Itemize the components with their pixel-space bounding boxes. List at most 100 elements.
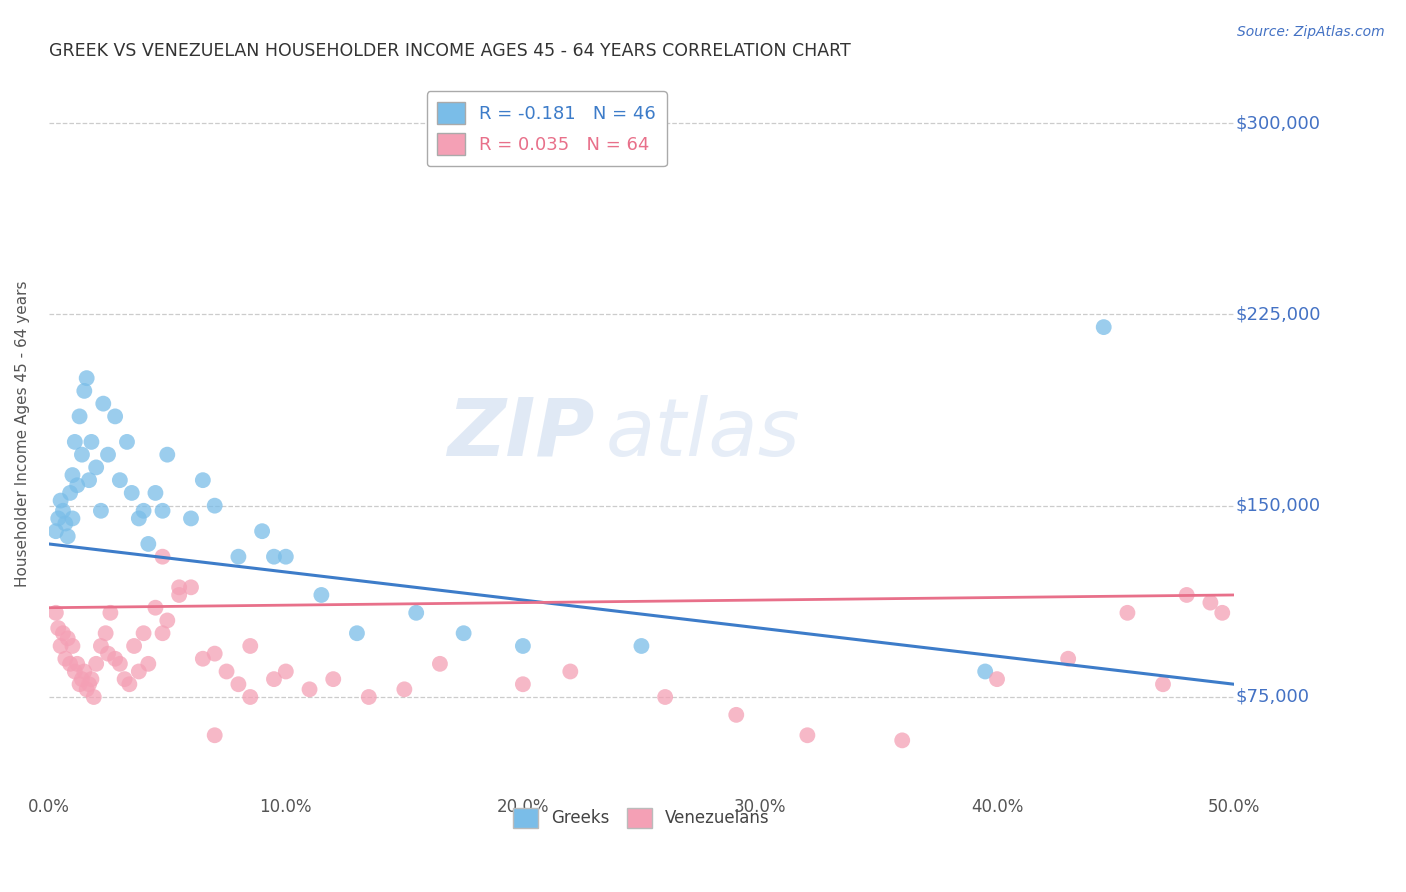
Point <box>62 639 84 653</box>
Legend: Greeks, Venezuelans: Greeks, Venezuelans <box>506 801 776 835</box>
Point <box>132 504 155 518</box>
Point <box>45 524 67 538</box>
Point <box>56 632 79 646</box>
Point <box>77 677 100 691</box>
Point <box>654 690 676 704</box>
Point <box>250 524 273 538</box>
Point <box>45 606 67 620</box>
Text: $225,000: $225,000 <box>1236 305 1320 324</box>
Point <box>76 682 98 697</box>
Point <box>891 733 914 747</box>
Point <box>630 639 652 653</box>
Point <box>1092 320 1115 334</box>
Point <box>59 486 82 500</box>
Point <box>46 511 69 525</box>
Point <box>91 397 114 411</box>
Point <box>191 473 214 487</box>
Point <box>974 665 997 679</box>
Point <box>121 486 143 500</box>
Point <box>104 409 127 424</box>
Point <box>52 504 75 518</box>
Point <box>1057 651 1080 665</box>
Point <box>204 728 226 742</box>
Point <box>156 448 179 462</box>
Point <box>114 672 136 686</box>
Point <box>66 657 89 671</box>
Point <box>152 626 174 640</box>
Text: $150,000: $150,000 <box>1236 497 1320 515</box>
Point <box>83 690 105 704</box>
Point <box>167 580 190 594</box>
Point <box>76 371 98 385</box>
Point <box>560 665 582 679</box>
Point <box>100 606 122 620</box>
Point <box>97 647 120 661</box>
Point <box>90 639 112 653</box>
Point <box>311 588 333 602</box>
Point <box>512 639 534 653</box>
Point <box>136 537 159 551</box>
Point <box>122 639 145 653</box>
Point <box>63 434 86 449</box>
Point <box>239 690 262 704</box>
Point <box>128 665 150 679</box>
Point <box>191 651 214 665</box>
Point <box>215 665 238 679</box>
Point <box>108 473 131 487</box>
Point <box>239 639 262 653</box>
Point <box>429 657 451 671</box>
Point <box>453 626 475 640</box>
Point <box>132 626 155 640</box>
Point <box>228 549 250 564</box>
Point <box>69 409 91 424</box>
Point <box>796 728 818 742</box>
Text: $300,000: $300,000 <box>1236 114 1320 132</box>
Point <box>1175 588 1198 602</box>
Point <box>405 606 427 620</box>
Point <box>80 672 103 686</box>
Point <box>73 384 96 398</box>
Point <box>136 657 159 671</box>
Point <box>63 665 86 679</box>
Point <box>108 657 131 671</box>
Point <box>1116 606 1139 620</box>
Point <box>84 657 107 671</box>
Point <box>56 529 79 543</box>
Point <box>62 468 84 483</box>
Point <box>80 434 103 449</box>
Point <box>346 626 368 640</box>
Text: Source: ZipAtlas.com: Source: ZipAtlas.com <box>1237 25 1385 39</box>
Point <box>66 478 89 492</box>
Point <box>46 621 69 635</box>
Y-axis label: Householder Income Ages 45 - 64 years: Householder Income Ages 45 - 64 years <box>15 281 30 587</box>
Point <box>52 626 75 640</box>
Point <box>152 549 174 564</box>
Point <box>128 511 150 525</box>
Point <box>84 460 107 475</box>
Point <box>298 682 321 697</box>
Point <box>180 511 202 525</box>
Point <box>70 672 93 686</box>
Point <box>204 499 226 513</box>
Point <box>77 473 100 487</box>
Point <box>70 448 93 462</box>
Point <box>145 486 167 500</box>
Point <box>263 672 285 686</box>
Point <box>97 448 120 462</box>
Point <box>204 647 226 661</box>
Point <box>145 600 167 615</box>
Point <box>725 707 748 722</box>
Point <box>53 516 76 531</box>
Text: ZIP: ZIP <box>447 395 593 473</box>
Point <box>986 672 1008 686</box>
Point <box>53 651 76 665</box>
Point <box>49 493 72 508</box>
Point <box>394 682 416 697</box>
Text: atlas: atlas <box>606 395 800 473</box>
Point <box>69 677 91 691</box>
Point <box>357 690 380 704</box>
Point <box>104 651 127 665</box>
Point <box>322 672 344 686</box>
Point <box>73 665 96 679</box>
Text: GREEK VS VENEZUELAN HOUSEHOLDER INCOME AGES 45 - 64 YEARS CORRELATION CHART: GREEK VS VENEZUELAN HOUSEHOLDER INCOME A… <box>49 42 851 60</box>
